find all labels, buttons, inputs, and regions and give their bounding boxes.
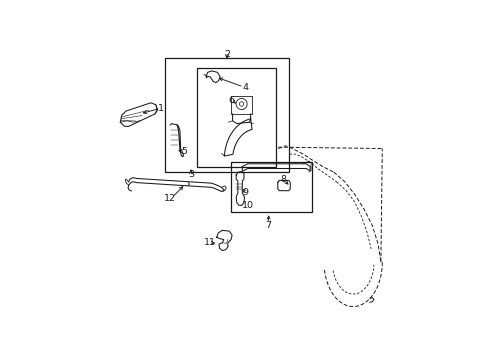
Bar: [164, 58, 289, 172]
Text: 9: 9: [242, 188, 248, 197]
Text: 6: 6: [228, 95, 234, 104]
Text: 7: 7: [265, 221, 271, 230]
Text: 3: 3: [187, 170, 194, 179]
Text: 8: 8: [280, 175, 286, 184]
Bar: [231, 162, 311, 212]
Text: 10: 10: [242, 201, 253, 210]
Text: 11: 11: [203, 238, 215, 247]
Text: 2: 2: [224, 50, 229, 59]
Text: 4: 4: [242, 83, 247, 92]
Bar: [196, 68, 275, 167]
Text: 12: 12: [164, 194, 176, 203]
Text: 5: 5: [181, 147, 187, 156]
Text: 1: 1: [157, 104, 163, 113]
Bar: [231, 96, 251, 114]
